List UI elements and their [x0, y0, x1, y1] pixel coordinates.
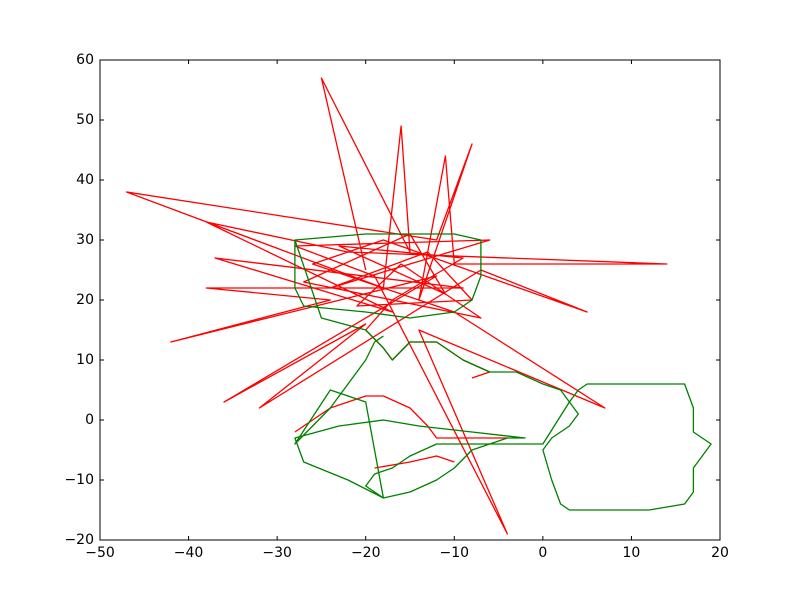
- x-tick-label: 10: [623, 545, 641, 561]
- x-tick-label: −10: [440, 545, 470, 561]
- data-line: [125, 77, 668, 535]
- x-tick-label: −40: [174, 545, 204, 561]
- y-tick-label: 50: [76, 112, 94, 128]
- plot-area: [125, 77, 712, 535]
- data-line: [294, 395, 508, 439]
- y-tick-label: −10: [64, 472, 94, 488]
- y-tick-label: 10: [76, 352, 94, 368]
- data-line: [294, 233, 712, 511]
- y-tick-label: 60: [76, 52, 94, 68]
- x-tick-label: 0: [538, 545, 547, 561]
- y-tick-label: 30: [76, 232, 94, 248]
- y-tick-label: 40: [76, 172, 94, 188]
- y-tick-label: −20: [64, 532, 94, 548]
- y-tick-label: 20: [76, 292, 94, 308]
- x-tick-label: −50: [85, 545, 115, 561]
- data-line: [374, 455, 455, 469]
- y-tick-label: 0: [85, 412, 94, 428]
- x-tick-label: −20: [351, 545, 381, 561]
- x-tick-label: 20: [711, 545, 729, 561]
- x-tick-label: −30: [262, 545, 292, 561]
